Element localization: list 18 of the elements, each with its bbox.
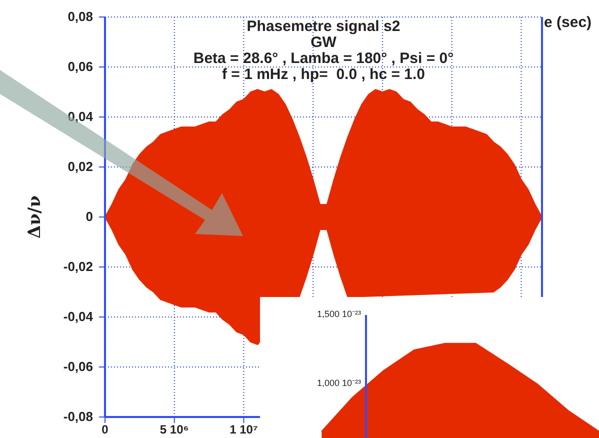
y-tick-label: 0,02: [68, 159, 93, 174]
annotation: 1,000 10⁻²³: [316, 377, 361, 389]
y-tick-label: 0: [86, 209, 93, 224]
x-tick-label: 1 10⁷: [230, 422, 258, 437]
y-tick-label: 0,04: [68, 109, 94, 124]
y-tick-label: -0,06: [63, 359, 93, 374]
text: GW Beta = 28.6° , Lamba = 180° , Psi = 0° f = 1 mHz , hp= 0.0 , hc = 1.0: [192, 34, 455, 83]
y-tick-label: 0,06: [68, 59, 93, 74]
chart-title: Phasemetre signal s2: [246, 18, 402, 35]
x-tick-label: 5 10⁶: [160, 422, 189, 437]
y-axis-title: Δν/ν: [25, 195, 45, 238]
x-tick-label: 0: [102, 422, 109, 437]
y-tick-label: -0,04: [63, 309, 94, 324]
y-tick-label: -0,08: [63, 409, 93, 424]
x-axis-title: e (sec): [544, 14, 592, 31]
y-tick-label: -0,02: [63, 259, 93, 274]
y-tick-label: 0,08: [68, 9, 93, 24]
annotation: 1,500 10⁻²³: [316, 308, 361, 320]
